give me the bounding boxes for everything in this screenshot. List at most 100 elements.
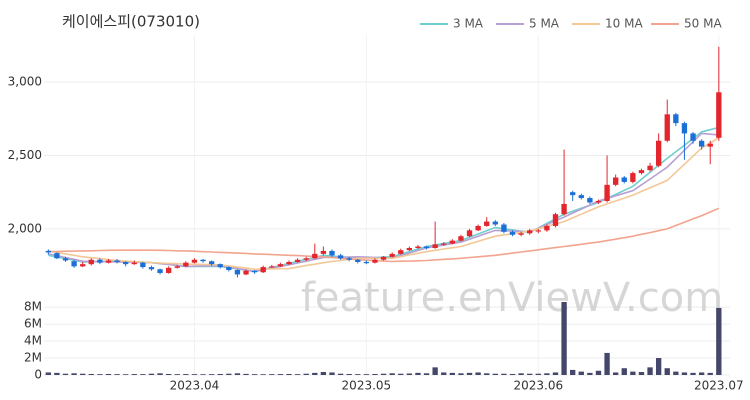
volume-bar (655, 358, 662, 375)
candle-body (148, 267, 155, 270)
volume-bar (518, 373, 524, 375)
candle-body (406, 247, 413, 251)
candle-body (638, 170, 645, 174)
candle-body (243, 270, 249, 275)
candle-body (269, 266, 275, 268)
candle-body (97, 259, 103, 263)
candle-body (449, 240, 455, 244)
candle-body (294, 259, 301, 262)
legend-label: 50 MA (684, 17, 722, 31)
candle-body (346, 258, 352, 260)
volume-bar (406, 373, 413, 375)
volume-bar (183, 374, 189, 375)
volume-bar (587, 372, 593, 375)
volume-bar (97, 374, 103, 375)
volume-bar (312, 372, 318, 375)
candle-body (200, 259, 206, 262)
volume-bar (131, 374, 137, 375)
candle-body (673, 114, 679, 124)
volume-bar (372, 373, 378, 375)
candle-body (260, 267, 266, 273)
legend-label: 10 MA (605, 17, 643, 31)
x-tick-label: 2023.07 (694, 379, 744, 393)
x-tick-label: 2023.06 (513, 379, 563, 393)
volume-bar (630, 371, 636, 375)
candle-body (595, 200, 602, 203)
candle-body (183, 262, 189, 267)
candle-body (432, 244, 438, 248)
volume-bar (346, 373, 352, 375)
volume-bar (501, 373, 507, 375)
candle-body (191, 259, 198, 263)
x-tick-label: 2023.04 (170, 379, 220, 393)
volume-bar (604, 352, 610, 375)
volume-bar (492, 373, 498, 375)
candle-body (647, 165, 653, 171)
volume-bar (123, 374, 129, 375)
volume-bar (71, 373, 77, 375)
volume-bar (423, 373, 430, 375)
volume-bar (664, 368, 670, 375)
volume-tick-label: 4M (24, 334, 42, 348)
candle-body (458, 236, 464, 241)
volume-tick-label: 8M (24, 300, 42, 314)
candle-body (415, 246, 421, 248)
volume-bar (54, 372, 60, 375)
volume-bar (260, 374, 266, 375)
volume-bar (148, 373, 155, 375)
volume-bar (208, 374, 215, 375)
candle-body (372, 259, 378, 263)
y-tick-label: 3,000 (8, 75, 42, 89)
volume-bar (647, 367, 653, 375)
candle-body (492, 221, 498, 225)
ma-line (48, 207, 720, 263)
candle-body (329, 250, 335, 256)
candle-body (363, 261, 370, 264)
volume-bar (286, 373, 292, 375)
candle-body (355, 259, 361, 262)
x-tick-label: 2023.05 (342, 379, 392, 393)
candle-body (312, 253, 318, 259)
volume-bar (80, 373, 86, 375)
volume-bar (716, 307, 722, 375)
candle-body (337, 255, 344, 259)
candle-body (466, 230, 473, 237)
candle-body (621, 177, 627, 182)
candle-body (71, 261, 77, 267)
volume-bar (432, 367, 438, 375)
volume-bar (329, 372, 335, 375)
candle-body (208, 261, 215, 265)
candle-body (552, 214, 559, 226)
volume-bar (355, 374, 361, 375)
candle-body (716, 92, 722, 138)
candle-body (251, 270, 258, 273)
volume-bar (544, 373, 550, 375)
candle-body (544, 225, 550, 231)
volume-bar (88, 373, 94, 375)
volume-bar (389, 373, 395, 375)
volume-bar (535, 373, 541, 375)
candle-body (389, 253, 395, 257)
candle-body (105, 260, 112, 263)
candle-body (62, 258, 69, 261)
volume-bar (638, 372, 645, 375)
candle-body (630, 173, 636, 182)
volume-bar (140, 374, 146, 375)
candle-body (509, 231, 516, 235)
candle-body (501, 224, 507, 232)
candle-body (320, 250, 327, 254)
candle-body (578, 195, 584, 199)
volume-bar (243, 373, 249, 375)
volume-bar (62, 373, 69, 375)
chart-title: 케이에스피(073010) (62, 13, 200, 31)
legend-label: 3 MA (453, 17, 484, 31)
candle-body (217, 264, 223, 268)
volume-bar (595, 370, 602, 375)
candle-body (613, 177, 619, 185)
volume-bar (578, 371, 584, 375)
candle-body (88, 259, 94, 265)
volume-bar (277, 374, 284, 375)
candle-body (131, 262, 137, 265)
candle-body (475, 225, 481, 231)
